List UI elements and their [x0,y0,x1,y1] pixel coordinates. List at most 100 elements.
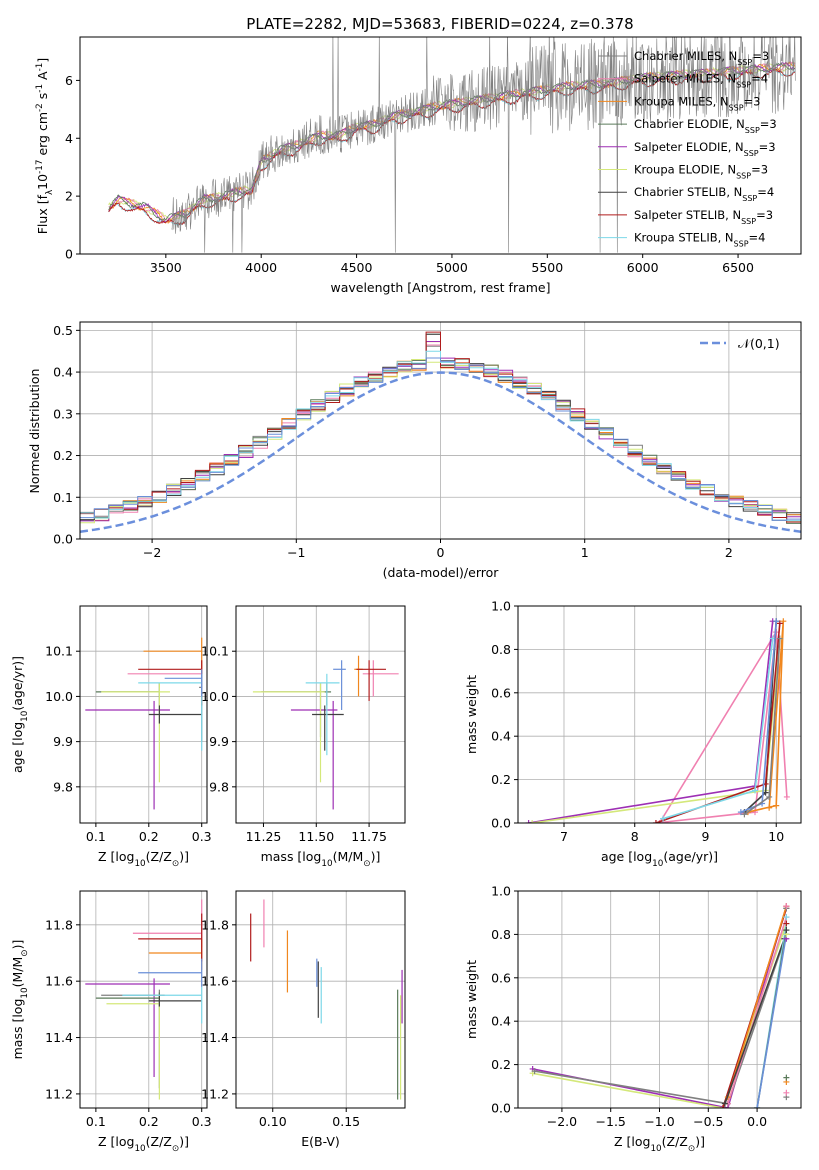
mass-weight-marker [783,903,790,910]
figure-title: PLATE=2282, MJD=53683, FIBERID=0224, z=0… [246,15,633,33]
data-point [164,669,203,697]
data-point [148,995,202,1007]
x-tick-label: 2 [725,545,733,560]
x-tick-label: 0.3 [192,829,212,844]
x-tick-label: 6500 [722,260,754,275]
data-point [290,700,338,810]
mass-weight-marker [741,811,748,818]
mass-weight-marker [783,1074,790,1081]
x-tick-label: 11.75 [351,829,387,844]
y-tick-label: 0 [65,247,73,262]
y-tick-label: 11.2 [201,1086,229,1101]
legend-label: Salpeter STELIB, NSSP=3 [634,208,773,226]
x-tick-label: −0.5 [693,1114,723,1129]
x-tick-label: 10 [768,829,784,844]
x-tick-label: −1.5 [596,1114,626,1129]
axes-frame [517,605,802,824]
y-tick-label: 2 [65,189,73,204]
mass-weight-line [727,916,788,1104]
x-tick-label: 9 [702,829,710,844]
data-point [312,705,344,751]
data-point [362,660,399,697]
data-point [143,637,203,679]
x-axis-label: Z [log10(Z/Z⊙)] [614,1134,705,1154]
legend-label: Kroupa STELIB, NSSP=4 [634,231,765,249]
y-tick-label: 0.3 [53,406,73,421]
y-tick-label: 1.0 [491,599,511,614]
mass-weight-marker [737,809,744,816]
x-tick-label: 0.15 [332,1114,360,1129]
y-tick-label: 9.9 [53,734,73,749]
mass-weight-marker [525,820,532,823]
y-tick-label: 0.2 [491,1057,511,1072]
data-point [356,660,386,701]
mass-weight-marker [531,1068,538,1075]
y-axis-label: age [log10(age/yr)] [10,656,30,773]
mass-weight-marker [719,1105,726,1108]
plot-area [85,899,203,1100]
x-tick-label: 4000 [245,260,277,275]
x-tick-label: 11.25 [246,829,282,844]
x-tick-label: −1.0 [644,1114,674,1129]
x-axis-label: age [log10(age/yr)] [601,849,718,869]
x-axis-label: mass [log10(M/M⊙)] [261,849,381,869]
legend-label: Kroupa MILES, NSSP=3 [634,94,760,112]
y-tick-label: 4 [65,131,73,146]
mass-weight-line [724,938,786,1104]
data-point [95,992,160,1007]
x-axis-label: Z [log10(Z/Z⊙)] [98,1134,189,1154]
legend-label: Salpeter MILES, NSSP=4 [634,72,768,90]
data-point [252,682,325,783]
y-tick-label: 0.0 [491,816,511,831]
y-tick-label: 10.1 [201,644,229,659]
y-tick-label: 11.6 [45,974,73,989]
mass-weight-marker [783,1089,790,1096]
mass-weight-marker [754,1105,761,1108]
y-tick-label: 11.4 [201,1030,229,1045]
mass-weight-marker [529,820,536,823]
mass-weight-marker [766,793,773,800]
plot-area [85,637,203,810]
x-tick-label: 3500 [150,260,182,275]
y-tick-label: 0.4 [491,1014,511,1029]
data-point [101,989,165,1089]
x-tick-label: −1 [287,545,305,560]
data-point [138,958,203,987]
data-point [85,978,170,1077]
y-tick-label: 1.0 [491,884,511,899]
x-tick-label: 0.2 [139,1114,159,1129]
y-tick-label: 9.9 [209,734,229,749]
y-tick-label: 11.8 [201,917,229,932]
observed-spectrum [171,37,796,253]
y-axis-label: mass weight [464,960,479,1039]
x-tick-label: 0.3 [192,1114,212,1129]
y-tick-label: 0.2 [491,772,511,787]
plot-area [525,618,790,823]
axes-frame [79,36,802,255]
y-tick-label: 9.8 [209,779,229,794]
data-point [305,673,340,756]
data-point [122,986,203,1024]
y-tick-label: 0.4 [53,365,73,380]
x-tick-label: 5000 [436,260,468,275]
mass-weight-line [727,905,788,1098]
data-point [148,938,203,970]
y-tick-label: 0.0 [491,1101,511,1116]
y-tick-label: 10.0 [201,689,229,704]
y-axis-label: mass [log10(M/M⊙)] [10,940,30,1060]
panel-residuals: −2 −1 0 1 2 0.0 0.1 0.2 0.3 0.4 0.5 (data-model)/er… [27,321,802,580]
data-point [138,913,203,962]
mass-weight-marker [773,802,780,809]
legend-label: 𝒩(0,1) [738,336,780,351]
mass-weight-marker [783,793,790,800]
data-point [138,673,203,751]
y-tick-label: 0.4 [491,729,511,744]
y-tick-label: 0.6 [491,685,511,700]
y-tick-label: 0.5 [53,323,73,338]
x-tick-label: 0.10 [259,1114,287,1129]
mass-weight-line [528,621,774,823]
panel-age_vs_Z: 0.1 0.2 0.3 9.8 9.9 10.0 10.1 Z [log10(Z/Z⊙)] ag… [10,605,212,869]
legend-label: Chabrier STELIB, NSSP=4 [634,185,774,203]
mass-weight-line [655,631,788,823]
